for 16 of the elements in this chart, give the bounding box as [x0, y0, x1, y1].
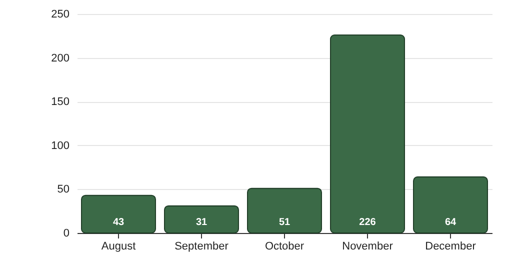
x-tick-label: November	[342, 240, 394, 252]
x-tick-label: December	[425, 240, 476, 252]
data-label: 51	[278, 217, 290, 228]
x-tick-label: September	[174, 240, 229, 252]
y-tick-label: 50	[57, 184, 70, 196]
x-tick-label: August	[101, 240, 136, 252]
x-tick-label: October	[264, 240, 304, 252]
data-label: 31	[196, 217, 208, 228]
y-tick-label: 250	[51, 8, 70, 20]
y-tick-label: 150	[51, 96, 70, 108]
data-label: 43	[112, 217, 124, 228]
data-label: 226	[359, 217, 376, 228]
y-tick-label: 200	[51, 52, 70, 64]
y-tick-label: 100	[51, 140, 70, 152]
data-label: 64	[444, 217, 456, 228]
y-tick-label: 0	[63, 228, 70, 240]
